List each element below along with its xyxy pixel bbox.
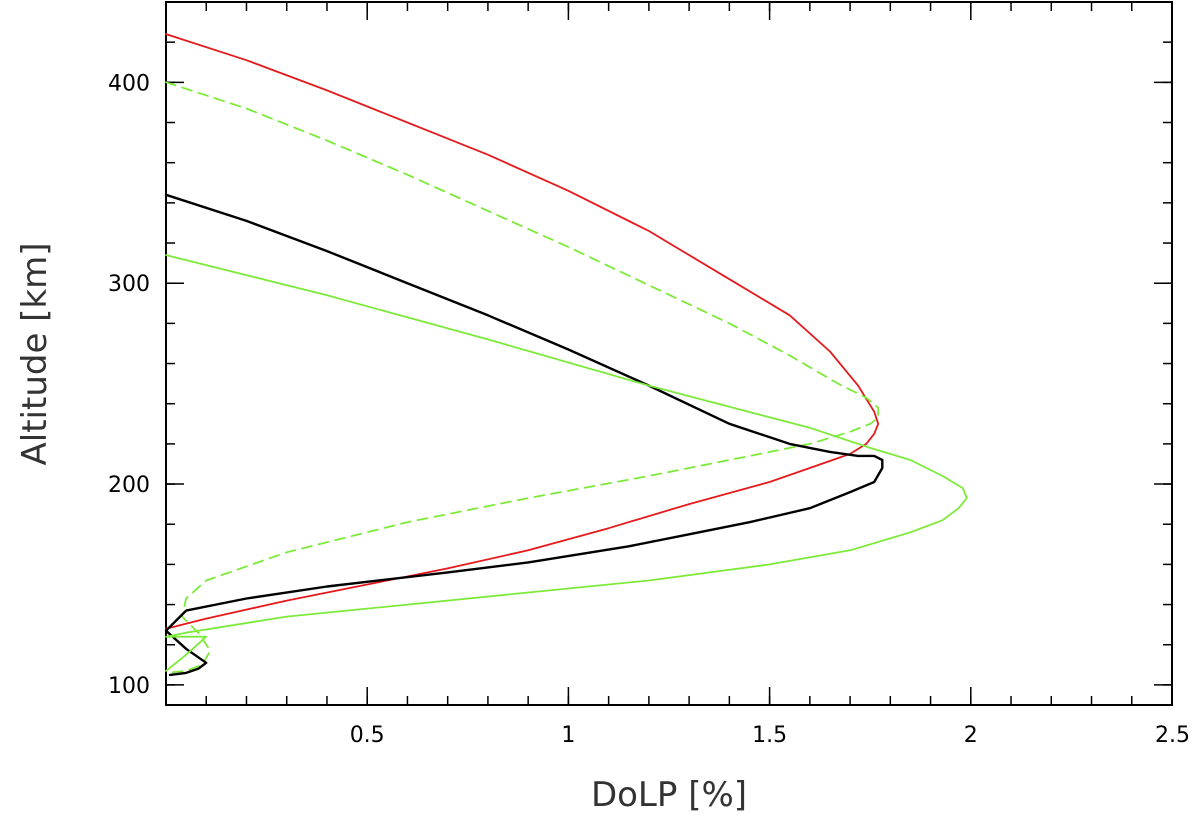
y-tick-label: 100	[108, 674, 150, 699]
plot-frame	[165, 1, 1173, 706]
series-layer	[164, 33, 968, 677]
x-tick-label: 2.5	[1155, 723, 1190, 748]
x-tick-label: 1.5	[752, 723, 787, 748]
major-ticks	[166, 2, 1173, 705]
x-tick-label: 2	[964, 723, 978, 748]
y-tick-label: 200	[108, 473, 150, 498]
tick-labels: 0.5 1 1.5 2 2.5 100 200 300 400	[108, 71, 1190, 748]
minor-ticks	[166, 2, 1172, 705]
y-tick-label: 400	[108, 71, 150, 96]
series-line-3	[164, 193, 884, 677]
series-line-2	[165, 81, 880, 674]
series-line-1	[165, 33, 880, 630]
x-tick-label: 1	[561, 723, 575, 748]
y-tick-label: 300	[108, 272, 150, 297]
y-axis-title: Altitude [km]	[15, 242, 55, 465]
x-axis-title: DoLP [%]	[591, 775, 747, 815]
x-tick-label: 0.5	[350, 723, 385, 748]
series-line-4	[165, 254, 968, 672]
